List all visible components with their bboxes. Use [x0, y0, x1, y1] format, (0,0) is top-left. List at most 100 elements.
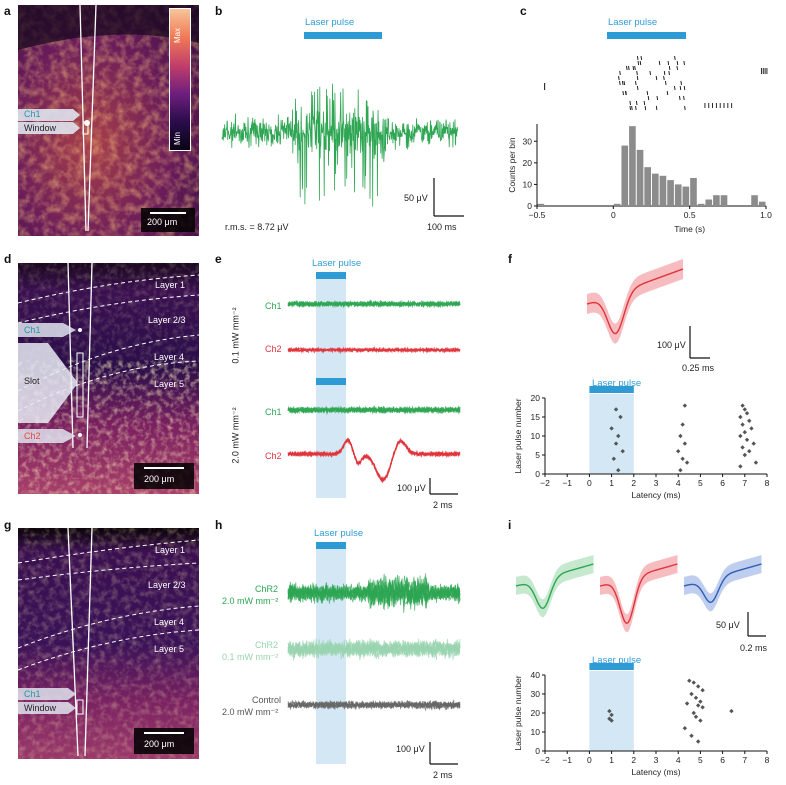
scatter-point: [695, 739, 701, 744]
e-ch1-bot: Ch1: [265, 407, 282, 417]
y-tick-label: 20: [531, 393, 541, 403]
x-tick-label: 3: [654, 755, 659, 765]
micrograph-g: Ch1 Window Layer 1 Layer 2/3 Layer 4 Lay…: [18, 528, 199, 759]
scale-bar-e: [429, 478, 458, 495]
scale-box-g: [134, 728, 194, 754]
raster-tick: [647, 95, 650, 101]
e-cond1: 0.1 mW mm⁻²: [230, 307, 241, 364]
raster-tick: [619, 80, 621, 86]
trace-e-ch2-high: [287, 438, 461, 482]
e-ch2-bot: Ch2: [265, 451, 282, 461]
scale-box-a: [141, 208, 195, 232]
trace-b: [221, 83, 459, 207]
trace-e-ch1-low: [287, 299, 461, 309]
raster-tick: [666, 90, 669, 96]
raster-tick: [637, 60, 640, 66]
y-tick-label: 15: [531, 412, 541, 422]
scale-t-e: 2 ms: [433, 500, 453, 510]
raster-tick: [655, 105, 658, 111]
scale-bar-b: [433, 178, 464, 217]
micrograph-a: Ch1 Window Max Min 200 μm: [18, 5, 199, 236]
x-tick-label: 4: [676, 755, 681, 765]
x-tick-label: −2: [540, 478, 550, 488]
x-tick-label: −1: [562, 478, 572, 488]
laser-label-c: Laser pulse: [608, 17, 658, 28]
panel-letter-h: h: [215, 518, 223, 532]
x-tick-label: 0: [611, 210, 616, 220]
scale-t-i: 0.2 ms: [740, 643, 768, 653]
raster-tick: [636, 55, 639, 61]
layer-label-d-3: Layer 4: [154, 352, 185, 362]
window-label-a: Window: [24, 123, 57, 133]
waveform-i-green-mean: [515, 563, 594, 610]
scatter-point: [698, 699, 703, 704]
laser-bar: [589, 386, 634, 393]
laser-label-e: Laser pulse: [312, 258, 362, 269]
laser-label-i: Laser pulse: [592, 655, 642, 666]
ch1-label-a: Ch1: [24, 109, 41, 119]
histogram-bar: [667, 180, 674, 206]
layer-label-d-1: Layer 1: [155, 280, 186, 290]
histogram-bar: [705, 199, 713, 206]
x-tick-label: 0.5: [684, 210, 696, 220]
scale-v-b: 50 μV: [404, 193, 428, 203]
raster-tick: [635, 80, 637, 86]
x-tick-label: 8: [765, 755, 770, 765]
x-tick-label: 4: [676, 478, 681, 488]
histogram-bar: [674, 184, 682, 206]
trace-e-ch1-high: [287, 405, 461, 414]
panel-letter-i: i: [508, 518, 512, 532]
raster-tick: [646, 90, 649, 96]
scatter-f: 0 5 10 15 20 −2 −1 0 1 2 3 4 5 6 7 8 Latency (ms) Laser p…: [513, 386, 770, 500]
layer-label-g-2: Layer 2/3: [148, 580, 186, 590]
raster-tick: [635, 100, 638, 106]
trace-h-chr2-low: [287, 638, 461, 661]
layer-label-d-2: Layer 2/3: [148, 315, 186, 325]
waveform-f-band: [587, 259, 683, 344]
raster-tick: [679, 85, 682, 91]
raster-tick: [619, 70, 621, 76]
scatter-point: [742, 452, 747, 458]
scatter-point: [689, 733, 694, 738]
x-tick-label: 8: [765, 478, 770, 488]
x-tick-label: 6: [720, 755, 725, 765]
scale-bar-f: [689, 326, 710, 359]
raster-tick: [649, 70, 651, 76]
raster-tick: [634, 65, 636, 71]
raster-tick: [629, 105, 631, 111]
x-tick-label: 0: [587, 755, 592, 765]
raster-tick: [683, 85, 686, 91]
raster-tick: [639, 60, 642, 66]
scatter-point: [729, 708, 734, 714]
scatter-point: [684, 701, 690, 706]
scatter-point: [747, 449, 752, 454]
histogram-bar: [644, 167, 651, 206]
x-tick-label: −1: [562, 755, 572, 765]
scatter-point: [676, 449, 681, 454]
histogram-bar: [636, 149, 644, 206]
layer-label-g-1: Layer 1: [155, 545, 186, 555]
scatter-point: [678, 433, 683, 439]
x-axis-label: Time (s): [674, 224, 705, 234]
scatter-point: [691, 680, 696, 685]
raster-tick: [676, 60, 679, 66]
layer-label-g-3: Layer 4: [154, 617, 185, 627]
raster-tick: [663, 70, 666, 76]
scatter-point: [616, 468, 621, 473]
scatter-point: [682, 403, 688, 408]
waveform-i-blue-mean: [683, 563, 762, 604]
trace-b-line: [221, 83, 459, 207]
scatter-point: [684, 460, 690, 465]
h-cond-high: 2.0 mW mm⁻²: [222, 596, 279, 606]
e-cond2: 2.0 mW mm⁻²: [230, 407, 241, 464]
scatter-point: [740, 422, 745, 427]
scale-v-e: 100 μV: [397, 483, 426, 493]
scale-v-i: 50 μV: [716, 620, 740, 630]
colorbar: [169, 8, 191, 151]
waveform-i-red-mean: [599, 563, 678, 625]
raster-tick: [626, 65, 628, 71]
raster-tick: [683, 95, 685, 101]
scale-v-h: 100 μV: [396, 744, 425, 754]
y-tick-label: 0: [527, 201, 532, 211]
trace-e-ch2-low: [287, 346, 461, 354]
